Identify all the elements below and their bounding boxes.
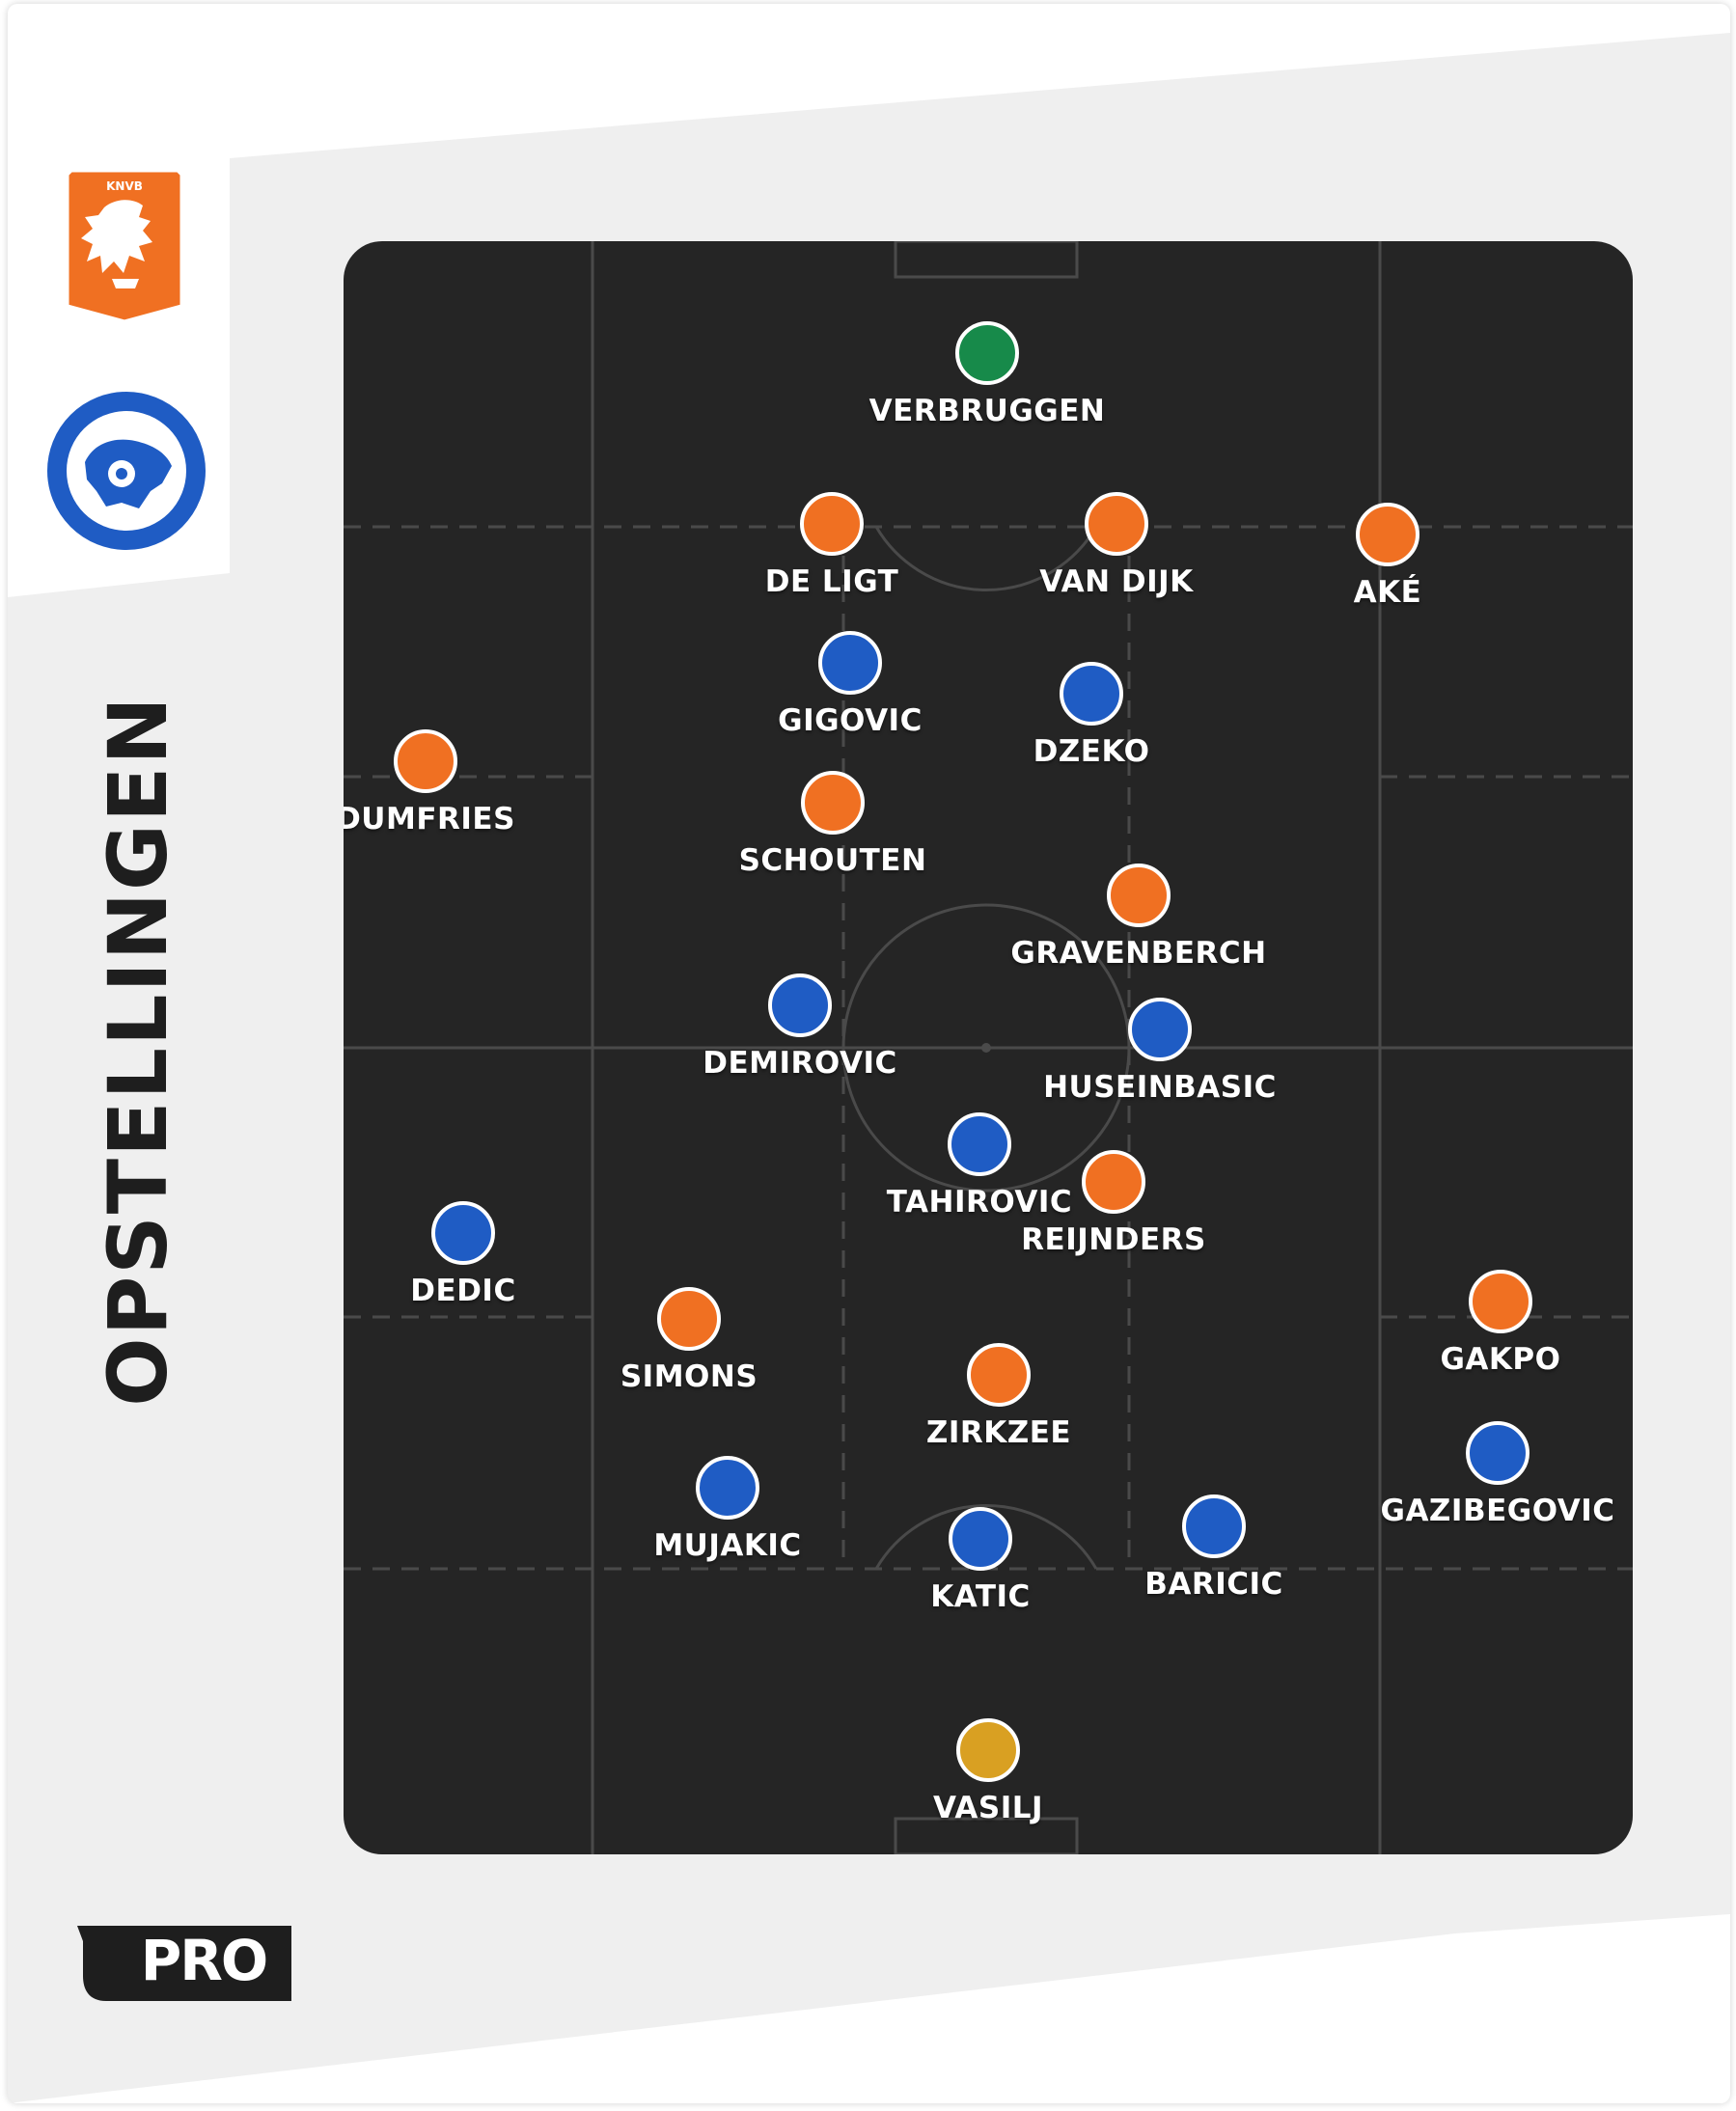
player-name: ZIRKZEE (925, 1415, 1072, 1450)
player-name: GIGOVIC (778, 703, 923, 738)
player-marker (948, 1112, 1011, 1176)
player-name: GAKPO (1440, 1342, 1561, 1377)
player-marker (1060, 662, 1123, 726)
player-name: HUSEINBASIC (1043, 1070, 1277, 1105)
player-marker (967, 1343, 1031, 1407)
player-name: SIMONS (620, 1359, 758, 1394)
player-marker (1082, 1150, 1145, 1214)
player-name: DE LIGT (764, 564, 899, 599)
player-name: GRAVENBERCH (1010, 936, 1267, 971)
player-marker (956, 1718, 1020, 1782)
player-marker (1128, 998, 1192, 1061)
player-name: VAN DIJK (1039, 564, 1194, 599)
player-name: VASILJ (932, 1791, 1044, 1825)
player-marker (955, 321, 1019, 385)
player-marker (1356, 503, 1419, 566)
player-marker (1182, 1494, 1246, 1558)
player-name: DEDIC (410, 1274, 516, 1308)
player-marker (801, 771, 865, 835)
card-background (8, 4, 1730, 2103)
player-marker (768, 973, 832, 1037)
player-marker (1085, 492, 1148, 556)
player-marker (431, 1201, 495, 1265)
pro-logo-badge-icon (77, 1926, 291, 2001)
player-marker (657, 1287, 721, 1351)
home-crest-text: KNVB (106, 179, 143, 193)
player-marker (949, 1507, 1012, 1571)
player-name: SCHOUTEN (738, 843, 927, 878)
player-name: DUMFRIES (344, 802, 515, 836)
player-name: REIJNDERS (1021, 1222, 1206, 1257)
knvb-crest-icon: KNVB (66, 169, 183, 323)
player-marker (696, 1456, 759, 1520)
player-marker (394, 729, 457, 793)
player-marker (1469, 1270, 1532, 1333)
player-marker (1466, 1421, 1529, 1485)
player-name: AKÉ (1353, 575, 1422, 610)
player-name: BARICIC (1144, 1567, 1283, 1602)
lineups-title: OPSTELLINGEN (91, 695, 185, 1407)
player-name: VERBRUGGEN (868, 394, 1106, 428)
player-name: TAHIROVIC (886, 1185, 1073, 1220)
player-name: GAZIBEGOVIC (1380, 1494, 1615, 1528)
pro-logo: PRO (77, 1922, 291, 2003)
player-name: KATIC (930, 1579, 1031, 1614)
bosnia-herzegovina-fa-crest-icon (43, 388, 209, 554)
football-pitch: VERBRUGGEN DE LIGT VAN DIJK AKÉ GIGOVIC … (344, 241, 1633, 1854)
player-marker (800, 492, 864, 556)
pro-logo-text: PRO (140, 1928, 268, 1993)
player-name: MUJAKIC (653, 1528, 802, 1563)
player-name: DEMIROVIC (703, 1046, 897, 1081)
player-marker (1107, 864, 1171, 927)
player-name: DZEKO (1033, 734, 1150, 769)
player-marker (818, 631, 882, 695)
